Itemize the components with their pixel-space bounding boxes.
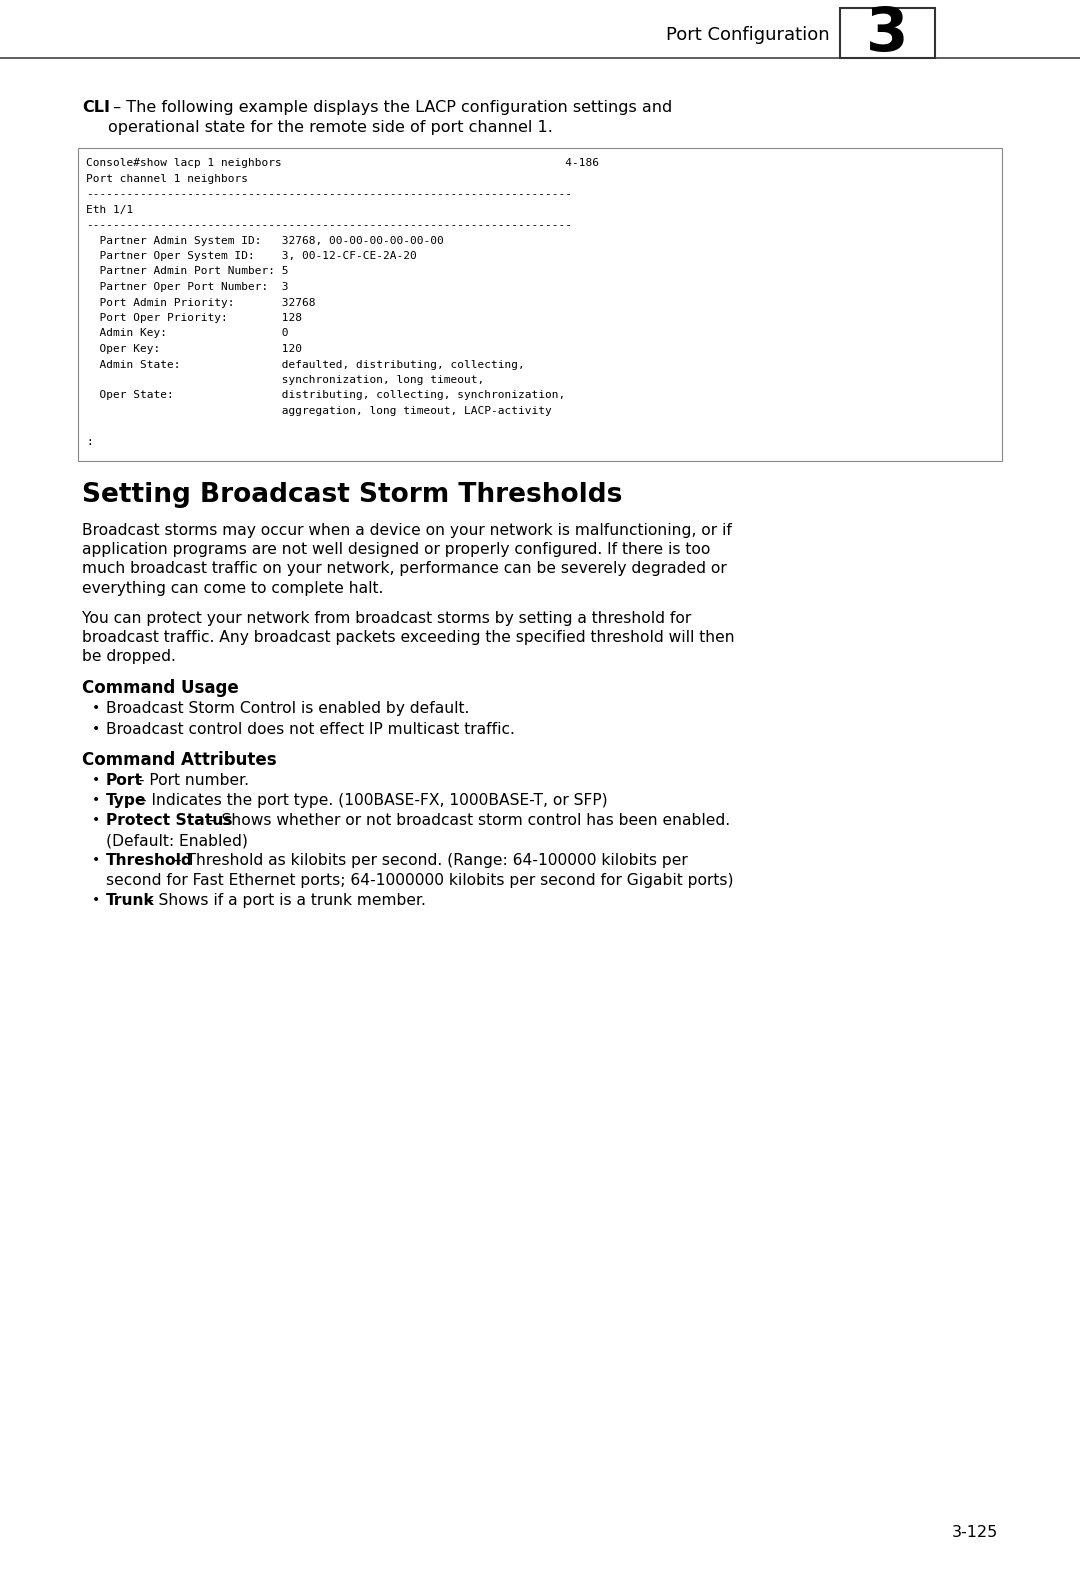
Text: application programs are not well designed or properly configured. If there is t: application programs are not well design… <box>82 542 711 557</box>
Text: – Indicates the port type. (100BASE-FX, 1000BASE-T, or SFP): – Indicates the port type. (100BASE-FX, … <box>134 793 608 809</box>
Text: everything can come to complete halt.: everything can come to complete halt. <box>82 581 383 597</box>
Text: •: • <box>92 813 100 827</box>
Text: •: • <box>92 853 100 867</box>
Text: be dropped.: be dropped. <box>82 650 176 664</box>
Text: – Shows whether or not broadcast storm control has been enabled.: – Shows whether or not broadcast storm c… <box>204 813 730 827</box>
Text: •: • <box>92 893 100 907</box>
Text: Trunk: Trunk <box>106 893 154 907</box>
Text: Eth 1/1: Eth 1/1 <box>86 204 133 215</box>
Text: Type: Type <box>106 793 147 809</box>
Text: second for Fast Ethernet ports; 64-1000000 kilobits per second for Gigabit ports: second for Fast Ethernet ports; 64-10000… <box>106 873 733 889</box>
Text: Partner Admin System ID:   32768, 00-00-00-00-00-00: Partner Admin System ID: 32768, 00-00-00… <box>86 236 444 245</box>
Text: much broadcast traffic on your network, performance can be severely degraded or: much broadcast traffic on your network, … <box>82 562 727 576</box>
Text: Broadcast storms may occur when a device on your network is malfunctioning, or i: Broadcast storms may occur when a device… <box>82 523 732 537</box>
Text: CLI: CLI <box>82 100 110 115</box>
Text: Oper State:                distributing, collecting, synchronization,: Oper State: distributing, collecting, sy… <box>86 391 565 400</box>
Text: Command Usage: Command Usage <box>82 678 239 697</box>
Text: Threshold: Threshold <box>106 853 193 868</box>
Text: Broadcast Storm Control is enabled by default.: Broadcast Storm Control is enabled by de… <box>106 700 470 716</box>
Text: Console#show lacp 1 neighbors                                          4-186: Console#show lacp 1 neighbors 4-186 <box>86 159 599 168</box>
Text: - Port number.: - Port number. <box>134 772 249 788</box>
Text: ------------------------------------------------------------------------: ----------------------------------------… <box>86 220 572 229</box>
Text: •: • <box>92 793 100 807</box>
Text: Oper Key:                  120: Oper Key: 120 <box>86 344 302 353</box>
Text: ------------------------------------------------------------------------: ----------------------------------------… <box>86 188 572 199</box>
Text: •: • <box>92 700 100 714</box>
Text: Admin Key:                 0: Admin Key: 0 <box>86 328 288 339</box>
Text: – Threshold as kilobits per second. (Range: 64-100000 kilobits per: – Threshold as kilobits per second. (Ran… <box>168 853 688 868</box>
Text: (Default: Enabled): (Default: Enabled) <box>106 834 248 848</box>
Text: broadcast traffic. Any broadcast packets exceeding the specified threshold will : broadcast traffic. Any broadcast packets… <box>82 630 734 645</box>
Text: Port: Port <box>106 772 143 788</box>
Text: Admin State:               defaulted, distributing, collecting,: Admin State: defaulted, distributing, co… <box>86 360 525 369</box>
FancyBboxPatch shape <box>840 8 935 58</box>
Text: 3: 3 <box>866 5 908 63</box>
Text: Partner Admin Port Number: 5: Partner Admin Port Number: 5 <box>86 267 288 276</box>
Text: Partner Oper Port Number:  3: Partner Oper Port Number: 3 <box>86 283 288 292</box>
Text: operational state for the remote side of port channel 1.: operational state for the remote side of… <box>108 119 553 135</box>
Text: You can protect your network from broadcast storms by setting a threshold for: You can protect your network from broadc… <box>82 611 691 625</box>
Bar <box>78 148 1002 460</box>
Text: Port channel 1 neighbors: Port channel 1 neighbors <box>86 174 248 184</box>
Text: Port Oper Priority:        128: Port Oper Priority: 128 <box>86 312 302 323</box>
Text: Command Attributes: Command Attributes <box>82 750 276 769</box>
Text: – Shows if a port is a trunk member.: – Shows if a port is a trunk member. <box>141 893 426 907</box>
Text: Port Admin Priority:       32768: Port Admin Priority: 32768 <box>86 297 315 308</box>
Text: Broadcast control does not effect IP multicast traffic.: Broadcast control does not effect IP mul… <box>106 722 515 736</box>
Text: aggregation, long timeout, LACP-activity: aggregation, long timeout, LACP-activity <box>86 407 552 416</box>
Text: synchronization, long timeout,: synchronization, long timeout, <box>86 375 484 385</box>
Text: Protect Status: Protect Status <box>106 813 232 827</box>
Text: Partner Oper System ID:    3, 00-12-CF-CE-2A-20: Partner Oper System ID: 3, 00-12-CF-CE-2… <box>86 251 417 261</box>
Text: •: • <box>92 722 100 736</box>
Text: – The following example displays the LACP configuration settings and: – The following example displays the LAC… <box>108 100 672 115</box>
Text: :: : <box>86 436 93 447</box>
Text: •: • <box>92 772 100 787</box>
Text: Setting Broadcast Storm Thresholds: Setting Broadcast Storm Thresholds <box>82 482 622 509</box>
Text: 3-125: 3-125 <box>951 1524 998 1540</box>
Text: Port Configuration: Port Configuration <box>666 27 831 44</box>
